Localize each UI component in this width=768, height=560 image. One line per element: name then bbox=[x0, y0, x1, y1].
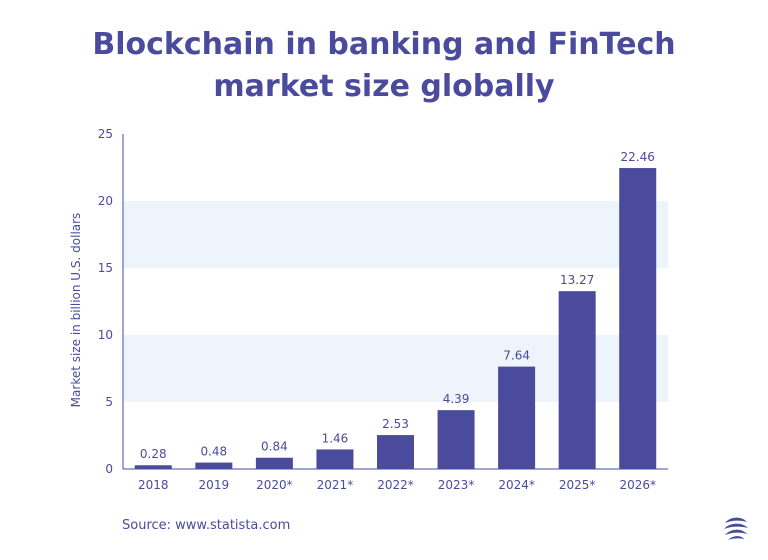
x-tick-label: 2023* bbox=[438, 478, 475, 492]
x-tick-label: 2024* bbox=[498, 478, 535, 492]
x-tick-label: 2018 bbox=[138, 478, 169, 492]
grid-band bbox=[123, 201, 668, 268]
source-note: Source: www.statista.com bbox=[122, 518, 291, 533]
value-label: 22.46 bbox=[621, 150, 655, 164]
statista-logo-icon bbox=[724, 517, 748, 540]
y-tick-label: 20 bbox=[98, 194, 113, 208]
chart-title-line-2: market size globally bbox=[213, 69, 555, 104]
value-label: 13.27 bbox=[560, 273, 594, 287]
value-label: 7.64 bbox=[503, 349, 530, 363]
bar-2024 bbox=[498, 366, 536, 469]
y-tick-label: 10 bbox=[98, 328, 113, 342]
bars bbox=[134, 168, 657, 469]
chart-title: Blockchain in banking and FinTech market… bbox=[0, 24, 768, 108]
value-label: 1.46 bbox=[322, 431, 349, 445]
y-tick-label: 25 bbox=[98, 127, 113, 141]
value-label: 0.28 bbox=[140, 447, 167, 461]
x-tick-labels: 2018 2019 2020* 2021* 2022* 2023* 2024* 2025* 20… bbox=[138, 478, 656, 492]
value-label: 0.48 bbox=[200, 445, 227, 459]
chart-title-line-1: Blockchain in banking and FinTech bbox=[92, 27, 676, 62]
y-tick-label: 15 bbox=[98, 261, 113, 275]
x-tick-label: 2021* bbox=[317, 478, 354, 492]
x-tick-label: 2026* bbox=[619, 478, 656, 492]
y-tick-label: 5 bbox=[105, 395, 113, 409]
bar-2020 bbox=[255, 457, 293, 469]
x-tick-label: 2025* bbox=[559, 478, 596, 492]
x-tick-label: 2020* bbox=[256, 478, 293, 492]
value-label: 2.53 bbox=[382, 417, 409, 431]
x-tick-label: 2019 bbox=[199, 478, 230, 492]
y-axis-label: Market size in billion U.S. dollars bbox=[69, 213, 83, 408]
bar-2018 bbox=[134, 465, 172, 469]
x-tick-label: 2022* bbox=[377, 478, 414, 492]
bar-2026 bbox=[619, 168, 657, 469]
bar-2021 bbox=[316, 449, 354, 469]
bar-2025 bbox=[558, 291, 596, 469]
y-tick-label: 0 bbox=[105, 462, 113, 476]
value-label: 4.39 bbox=[443, 392, 470, 406]
value-label: 0.84 bbox=[261, 440, 288, 454]
bar-2022 bbox=[377, 435, 414, 469]
bar-2023 bbox=[437, 410, 475, 469]
bar-chart: 0.28 0.48 0.84 1.46 2.53 4.39 7.64 13.27 22.46 2… bbox=[69, 127, 668, 492]
value-labels: 0.28 0.48 0.84 1.46 2.53 4.39 7.64 13.27 22.46 bbox=[140, 150, 655, 461]
bar-2019 bbox=[195, 462, 233, 469]
y-tick-labels: 0 5 10 15 20 25 bbox=[98, 127, 113, 476]
